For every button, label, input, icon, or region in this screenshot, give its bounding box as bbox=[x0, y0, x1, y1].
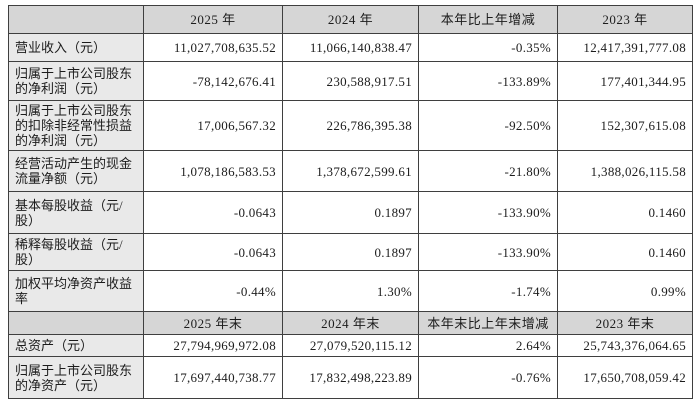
value-2023-end: 25,743,376,064.65 bbox=[557, 334, 693, 357]
table-row-operating-cash-flow: 经营活动产生的现金流量净额（元） 1,078,186,583.53 1,378,… bbox=[8, 150, 693, 192]
row-label: 归属于上市公司股东的净利润（元） bbox=[8, 61, 144, 101]
value-2023: 0.1460 bbox=[557, 233, 693, 271]
table-row-diluted-eps: 稀释每股收益（元/股） -0.0643 0.1897 -133.90% 0.14… bbox=[8, 233, 693, 271]
table-row-net-profit: 归属于上市公司股东的净利润（元） -78,142,676.41 230,588,… bbox=[8, 61, 693, 101]
row-label: 归属于上市公司股东的扣除非经常性损益的净利润（元） bbox=[8, 100, 144, 151]
value-2024: 0.1897 bbox=[282, 233, 419, 271]
value-2025-end: 17,697,440,738.77 bbox=[143, 356, 283, 399]
value-2024: 11,066,140,838.47 bbox=[282, 33, 419, 62]
value-2025: 11,027,708,635.52 bbox=[143, 33, 283, 62]
value-2025: -0.0643 bbox=[143, 233, 283, 271]
value-2024: 230,588,917.51 bbox=[282, 61, 419, 101]
value-end-change: 2.64% bbox=[418, 334, 558, 357]
row-label: 营业收入（元） bbox=[8, 33, 144, 62]
col-header-2023: 2023 年 bbox=[557, 5, 693, 34]
col-header-2023-end: 2023 年末 bbox=[557, 311, 693, 335]
row-label: 归属于上市公司股东的净资产（元） bbox=[8, 356, 144, 399]
table-row-basic-eps: 基本每股收益（元/股） -0.0643 0.1897 -133.90% 0.14… bbox=[8, 191, 693, 234]
row-label: 基本每股收益（元/股） bbox=[8, 191, 144, 234]
value-2023: 1,388,026,115.58 bbox=[557, 150, 693, 192]
value-2025: -0.44% bbox=[143, 270, 283, 312]
value-change: -92.50% bbox=[418, 100, 558, 151]
value-2025-end: 27,794,969,972.08 bbox=[143, 334, 283, 357]
value-2024: 0.1897 bbox=[282, 191, 419, 234]
row-label: 稀释每股收益（元/股） bbox=[8, 233, 144, 271]
value-2024: 1,378,672,599.61 bbox=[282, 150, 419, 192]
corner-cell bbox=[8, 311, 144, 335]
table-row-net-profit-excl-nonrecurring: 归属于上市公司股东的扣除非经常性损益的净利润（元） 17,006,567.32 … bbox=[8, 100, 693, 151]
col-header-2024: 2024 年 bbox=[282, 5, 419, 34]
value-2023-end: 17,650,708,059.42 bbox=[557, 356, 693, 399]
col-header-2025-end: 2025 年末 bbox=[143, 311, 283, 335]
value-change: -1.74% bbox=[418, 270, 558, 312]
row-label: 加权平均净资产收益率 bbox=[8, 270, 144, 312]
value-2025: -78,142,676.41 bbox=[143, 61, 283, 101]
value-2024-end: 27,079,520,115.12 bbox=[282, 334, 419, 357]
table-row-total-assets: 总资产（元） 27,794,969,972.08 27,079,520,115.… bbox=[8, 334, 693, 357]
section1-header-row: 2025 年 2024 年 本年比上年增减 2023 年 bbox=[8, 5, 693, 34]
value-2023: 177,401,344.95 bbox=[557, 61, 693, 101]
value-change: -133.90% bbox=[418, 233, 558, 271]
value-2023: 0.1460 bbox=[557, 191, 693, 234]
value-2023: 152,307,615.08 bbox=[557, 100, 693, 151]
row-label: 总资产（元） bbox=[8, 334, 144, 357]
value-2024: 226,786,395.38 bbox=[282, 100, 419, 151]
section2-header-row: 2025 年末 2024 年末 本年末比上年末增减 2023 年末 bbox=[8, 311, 693, 335]
row-label: 经营活动产生的现金流量净额（元） bbox=[8, 150, 144, 192]
value-change: -21.80% bbox=[418, 150, 558, 192]
value-change: -133.90% bbox=[418, 191, 558, 234]
value-2025: 1,078,186,583.53 bbox=[143, 150, 283, 192]
value-2023: 0.99% bbox=[557, 270, 693, 312]
value-2024-end: 17,832,498,223.89 bbox=[282, 356, 419, 399]
table-row-weighted-avg-roe: 加权平均净资产收益率 -0.44% 1.30% -1.74% 0.99% bbox=[8, 270, 693, 312]
financial-summary: 2025 年 2024 年 本年比上年增减 2023 年 营业收入（元） 11,… bbox=[8, 5, 693, 399]
col-header-yoy-change: 本年比上年增减 bbox=[418, 5, 558, 34]
corner-cell bbox=[8, 5, 144, 34]
col-header-2024-end: 2024 年末 bbox=[282, 311, 419, 335]
table-row-net-assets: 归属于上市公司股东的净资产（元） 17,697,440,738.77 17,83… bbox=[8, 356, 693, 399]
value-change: -0.35% bbox=[418, 33, 558, 62]
value-end-change: -0.76% bbox=[418, 356, 558, 399]
value-2023: 12,417,391,777.08 bbox=[557, 33, 693, 62]
value-change: -133.89% bbox=[418, 61, 558, 101]
value-2025: 17,006,567.32 bbox=[143, 100, 283, 151]
value-2024: 1.30% bbox=[282, 270, 419, 312]
col-header-end-change: 本年末比上年末增减 bbox=[418, 311, 558, 335]
table-row-revenue: 营业收入（元） 11,027,708,635.52 11,066,140,838… bbox=[8, 33, 693, 62]
col-header-2025: 2025 年 bbox=[143, 5, 283, 34]
financial-summary-table: 2025 年 2024 年 本年比上年增减 2023 年 营业收入（元） 11,… bbox=[8, 5, 693, 399]
value-2025: -0.0643 bbox=[143, 191, 283, 234]
